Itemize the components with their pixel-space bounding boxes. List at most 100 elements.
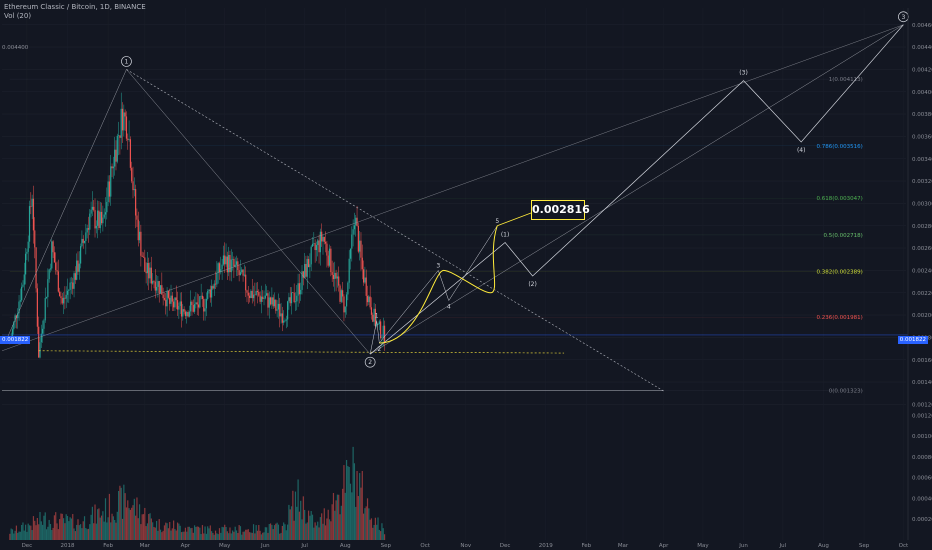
candle-body bbox=[166, 290, 168, 307]
volume-bar bbox=[304, 509, 306, 540]
candle-body bbox=[138, 231, 141, 241]
volume-bar bbox=[72, 514, 74, 540]
candle-body bbox=[190, 301, 192, 312]
volume-bar bbox=[309, 515, 311, 540]
candle-body bbox=[14, 315, 16, 322]
volume-bar bbox=[336, 494, 338, 540]
candle-body bbox=[317, 240, 319, 246]
candle-body bbox=[48, 269, 50, 280]
price-annotation[interactable]: 0.002816 bbox=[531, 200, 590, 220]
volume-bar bbox=[52, 527, 54, 540]
volume-bar bbox=[252, 524, 255, 540]
wave-label-circle bbox=[121, 56, 132, 67]
candle-body bbox=[73, 273, 75, 289]
candle-body bbox=[81, 238, 83, 247]
candle-body bbox=[148, 263, 150, 279]
candle-body bbox=[336, 276, 338, 279]
main-wave-label: 3 bbox=[901, 14, 905, 21]
outer-channel-line bbox=[1, 24, 904, 352]
candle-body bbox=[233, 258, 235, 267]
volume-bar bbox=[145, 526, 147, 540]
candle-body bbox=[249, 295, 251, 298]
volume-bar bbox=[273, 525, 276, 540]
volume-bar bbox=[380, 531, 382, 540]
candle-body bbox=[380, 321, 382, 339]
candle-body bbox=[207, 291, 209, 299]
volume-bar bbox=[174, 528, 176, 540]
volume-bar bbox=[27, 523, 29, 540]
candle-body bbox=[176, 300, 179, 310]
x-tick-label: Dec bbox=[500, 543, 511, 549]
volume-bar bbox=[23, 530, 25, 540]
candle-body bbox=[255, 290, 257, 296]
volume-bar bbox=[272, 529, 274, 540]
volume-bar bbox=[293, 520, 295, 540]
candle-body bbox=[332, 274, 335, 280]
candle-body bbox=[44, 298, 46, 321]
volume-tick-label: 0.000400 bbox=[912, 496, 932, 502]
main-wave-label: (4) bbox=[797, 147, 806, 154]
volume-bar bbox=[229, 527, 231, 540]
candle-body bbox=[30, 206, 32, 207]
candle-body bbox=[21, 286, 23, 301]
symbol-title[interactable]: Ethereum Classic / Bitcoin, 1D, BINANCE bbox=[4, 3, 146, 11]
candle-body bbox=[103, 214, 105, 218]
candle-body bbox=[116, 135, 118, 162]
candle-body bbox=[158, 281, 160, 294]
volume-bar bbox=[268, 524, 270, 540]
candle-body bbox=[205, 298, 207, 309]
candle-body bbox=[19, 300, 21, 302]
candle-body bbox=[23, 274, 25, 285]
volume-bar bbox=[302, 496, 304, 540]
volume-bar bbox=[216, 533, 218, 540]
volume-bar bbox=[365, 506, 367, 540]
candle-body bbox=[112, 166, 114, 169]
volume-bar bbox=[343, 465, 345, 540]
candle-body bbox=[115, 149, 117, 162]
volume-bar bbox=[378, 529, 380, 540]
volume-bar bbox=[158, 519, 160, 540]
candle-body bbox=[180, 301, 183, 317]
volume-bar bbox=[183, 531, 185, 540]
volume-indicator-label[interactable]: Vol (20) bbox=[4, 12, 32, 20]
volume-bar bbox=[297, 479, 299, 540]
volume-tick-label: 0.000200 bbox=[912, 517, 932, 523]
candle-body bbox=[200, 295, 202, 297]
volume-bar bbox=[301, 519, 303, 540]
volume-bar bbox=[233, 531, 235, 540]
volume-bar bbox=[169, 522, 171, 540]
volume-bar bbox=[57, 529, 59, 540]
volume-bar bbox=[22, 522, 24, 540]
volume-bar bbox=[53, 515, 56, 540]
candle-body bbox=[107, 181, 109, 202]
volume-bar bbox=[205, 533, 207, 540]
volume-bar bbox=[107, 517, 109, 540]
volume-bar bbox=[9, 533, 11, 540]
candle-body bbox=[345, 294, 348, 307]
candle-body bbox=[222, 255, 225, 265]
candle-body bbox=[251, 290, 253, 299]
volume-bar bbox=[39, 512, 41, 540]
candle-body bbox=[246, 290, 248, 293]
candle-body bbox=[195, 302, 197, 305]
candle-body bbox=[89, 213, 91, 230]
volume-bar bbox=[137, 518, 139, 540]
candle-body bbox=[119, 135, 121, 138]
candle-body bbox=[298, 283, 301, 295]
volume-bar bbox=[155, 520, 158, 540]
volume-bar bbox=[121, 518, 124, 540]
volume-bar bbox=[275, 523, 277, 540]
volume-bar bbox=[136, 497, 138, 540]
volume-bar bbox=[144, 507, 146, 540]
volume-bar bbox=[103, 521, 105, 540]
candle-body bbox=[32, 198, 35, 231]
candle-body bbox=[230, 259, 232, 273]
candle-body bbox=[256, 290, 259, 293]
candle-body bbox=[369, 296, 371, 308]
volume-bar bbox=[246, 529, 248, 540]
main-wave-label: 1 bbox=[125, 58, 129, 65]
main-wave-label: (2) bbox=[528, 281, 537, 288]
volume-bar bbox=[125, 507, 128, 540]
candle-body bbox=[340, 290, 342, 302]
